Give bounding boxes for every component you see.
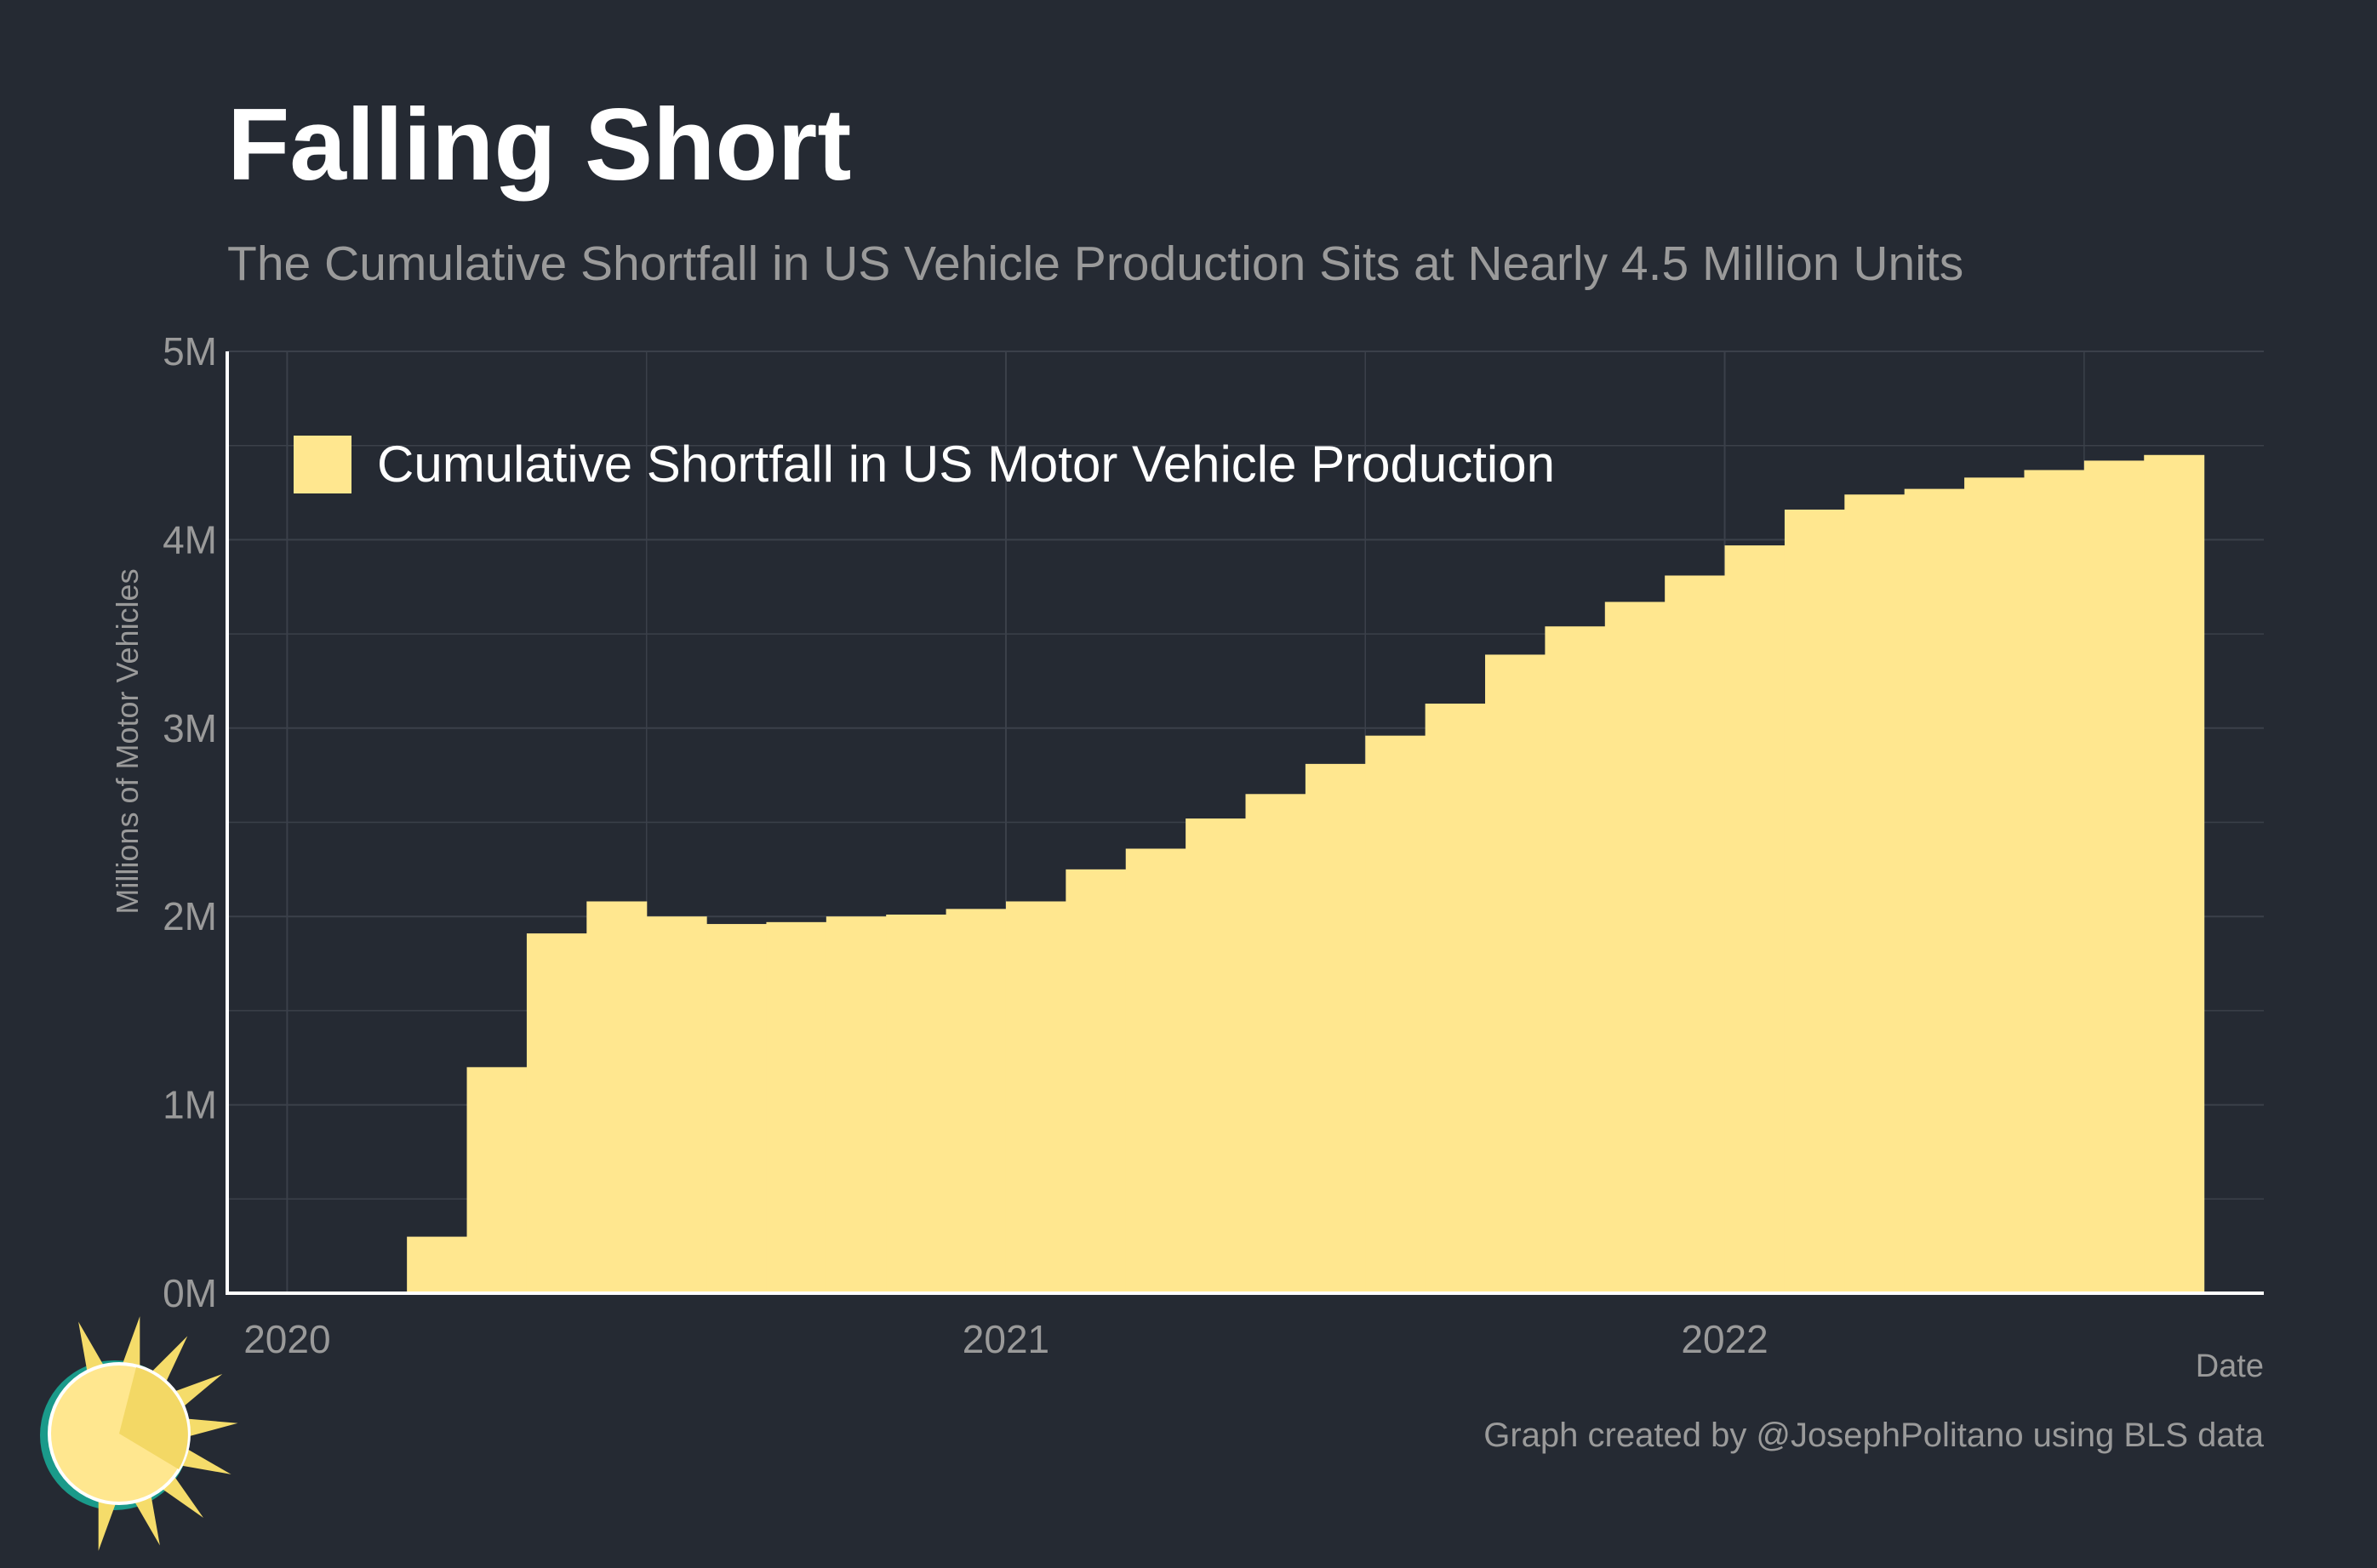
y-tick-label: 3M [163,706,217,750]
data-bar [2024,470,2085,1293]
data-bar [1365,735,1426,1293]
y-tick-label: 2M [163,894,217,938]
y-tick-label: 4M [163,517,217,562]
y-tick-label: 1M [163,1083,217,1127]
data-bar [1665,575,1726,1293]
data-bar [526,933,587,1293]
sun-icon [40,1316,238,1551]
x-tick-label: 2022 [1681,1317,1768,1361]
chart-title: Falling Short [227,88,852,202]
y-axis-title: Millions of Motor Vehicles [110,568,145,914]
data-bar [766,921,827,1293]
data-bar [1784,509,1845,1293]
x-tick-label: 2021 [963,1317,1049,1361]
data-bar [1485,654,1546,1293]
y-tick-label: 0M [163,1271,217,1315]
data-bar [1425,704,1486,1293]
data-bar [1005,901,1066,1293]
data-bar [1545,626,1606,1293]
data-bar [466,1067,528,1293]
data-bar [2083,460,2145,1293]
legend-swatch [294,436,351,493]
data-bar [1604,602,1666,1293]
data-bar [407,1236,468,1293]
data-bar [1724,545,1786,1293]
data-bar [1125,848,1186,1293]
data-bar [1245,794,1306,1293]
chart-subtitle: The Cumulative Shortfall in US Vehicle P… [227,237,1964,291]
data-bar [946,909,1007,1293]
y-tick-label: 5M [163,329,217,373]
data-bar [706,924,768,1293]
data-bar [1066,869,1127,1293]
data-bar [886,914,947,1293]
data-bar [586,901,648,1293]
data-bar [1964,477,2026,1293]
logo-ray [176,1417,238,1440]
data-bar [1305,763,1366,1293]
logo-sun-wedge [119,1367,188,1469]
data-bar [1844,494,1906,1293]
data-bar [1904,488,1965,1293]
legend-label: Cumulative Shortfall in US Motor Vehicle… [377,436,1555,493]
data-bar [826,916,887,1293]
data-bar [646,916,707,1293]
x-axis-title: Date [2195,1348,2264,1384]
x-tick-label: 2020 [243,1317,330,1361]
source-caption: Graph created by @JosephPolitano using B… [1483,1417,2264,1454]
data-bar [2144,454,2205,1293]
data-bar [1186,818,1247,1293]
